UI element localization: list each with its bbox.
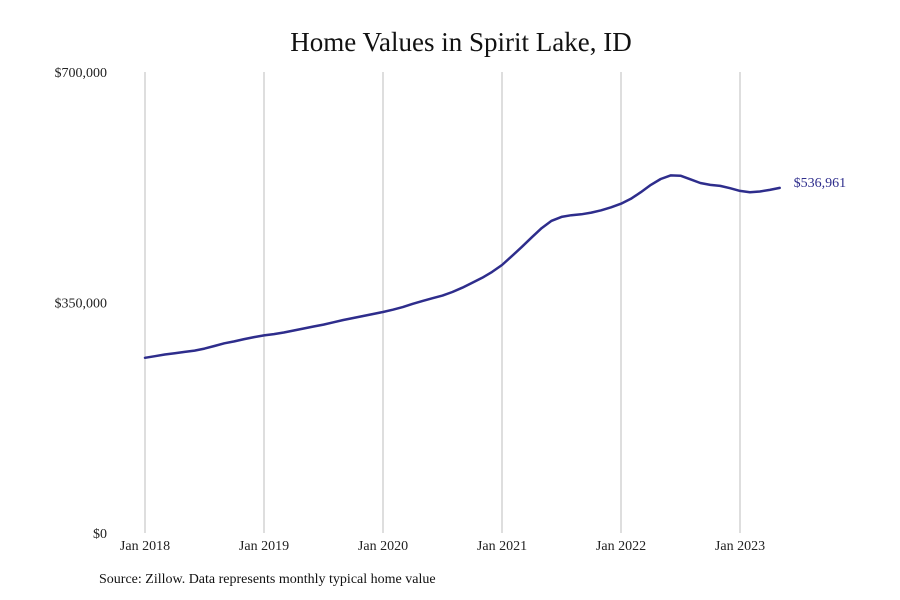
y-tick-label: $350,000 [55, 297, 108, 312]
series-line-home-value [143, 174, 781, 360]
gridlines [144, 72, 741, 533]
x-tick-label: Jan 2020 [358, 539, 408, 554]
x-tick-label: Jan 2019 [239, 539, 289, 554]
x-tick-label: Jan 2021 [477, 539, 527, 554]
end-value-label: $536,961 [794, 176, 847, 191]
y-tick-label: $700,000 [55, 66, 108, 81]
x-tick-label: Jan 2022 [596, 539, 646, 554]
x-axis-ticks: Jan 2018 Jan 2019 Jan 2020 Jan 2021 Jan 2022… [120, 539, 765, 554]
source-note: Source: Zillow. Data represents monthly … [99, 572, 436, 587]
x-tick-label: Jan 2018 [120, 539, 170, 554]
y-axis-ticks: $0 $350,000 $700,000 [55, 66, 108, 542]
x-tick-label: Jan 2023 [715, 539, 765, 554]
y-tick-label: $0 [93, 527, 107, 542]
chart-title: Home Values in Spirit Lake, ID [290, 27, 631, 57]
